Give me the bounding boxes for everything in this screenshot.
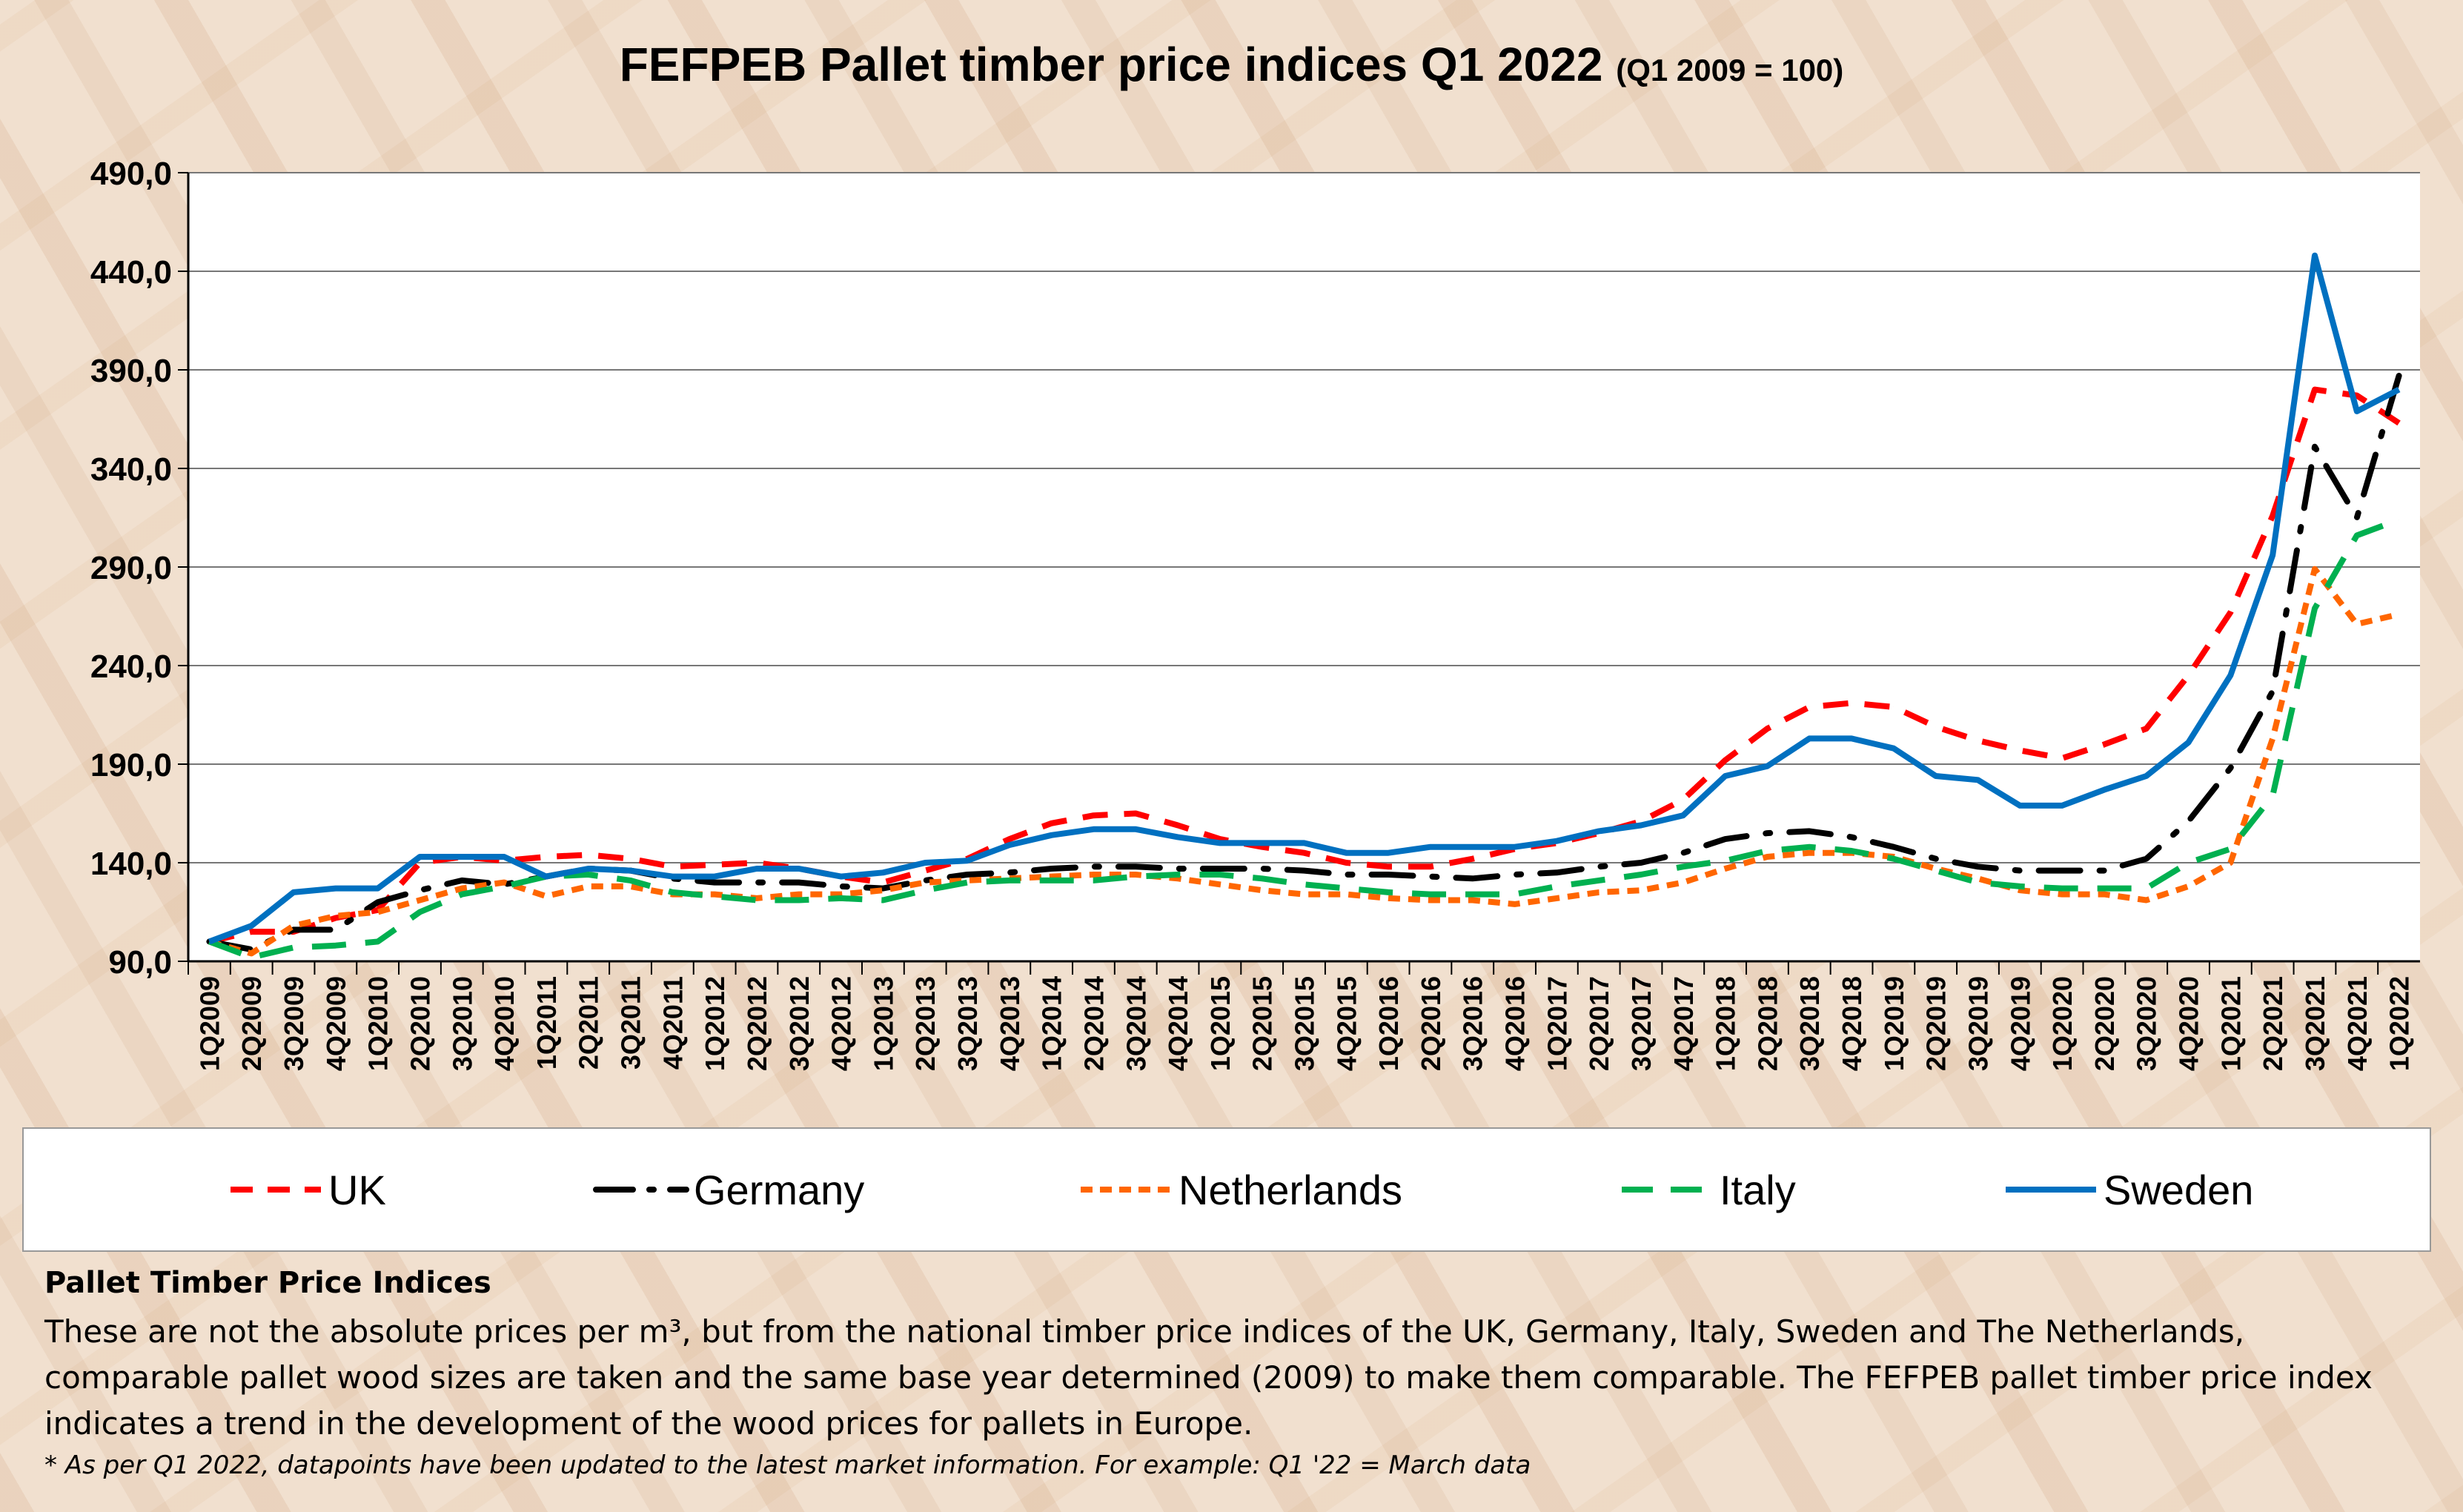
legend-swatch-netherlands [1081,1187,1171,1193]
x-tick-label: 4Q2015 [1331,976,1362,1071]
legend-item-sweden: Sweden [2003,1129,2253,1250]
notes-section: Pallet Timber Price Indices These are no… [44,1266,2416,1484]
chart-title-main: FEFPEB Pallet timber price indices Q1 20… [619,38,1603,91]
y-tick-label: 490,0 [90,156,172,192]
x-tick-label: 2Q2010 [405,976,435,1071]
x-tick-label: 1Q2017 [1542,976,1572,1071]
line-chart: 90,0 140,0 190,0 240,0 290,0 340,0 390,0 440,0 4… [90,156,2420,1071]
x-tick-label: 3Q2020 [2132,976,2162,1071]
x-tick-label: 3Q2016 [1458,976,1488,1071]
y-tick-label: 90,0 [108,944,172,981]
x-tick-label: 3Q2021 [2300,976,2330,1071]
legend: UK Germany Netherlands Italy Sweden [22,1127,2431,1252]
legend-swatch-italy [1622,1187,1712,1193]
legend-swatch-sweden [2006,1187,2096,1193]
x-tick-label: 3Q2011 [616,976,646,1070]
x-tick-label: 2Q2009 [236,976,267,1071]
gridlines [178,172,2420,975]
x-tick-label: 1Q2021 [2215,976,2246,1071]
x-tick-label: 2Q2020 [2089,976,2120,1071]
x-tick-label: 1Q2016 [1373,976,1404,1071]
x-tick-label: 4Q2018 [1837,976,1867,1071]
x-tick-label: 3Q2013 [952,976,983,1071]
x-tick-label: 4Q2009 [321,976,351,1071]
x-tick-label: 1Q2011 [531,976,562,1070]
y-tick-label: 290,0 [90,550,172,586]
x-tick-label: 4Q2010 [489,976,520,1071]
legend-label-italy: Italy [1720,1166,1796,1213]
y-tick-label: 340,0 [90,451,172,488]
x-tick-label: 4Q2021 [2342,976,2373,1071]
x-tick-label: 3Q2018 [1794,976,1825,1071]
legend-swatch-uk [231,1187,321,1193]
legend-label-sweden: Sweden [2104,1166,2254,1213]
x-tick-label: 4Q2011 [657,976,688,1070]
x-tick-label: 2Q2012 [742,976,772,1071]
x-tick-label: 2Q2019 [1921,976,1952,1071]
x-tick-label: 3Q2015 [1290,976,1320,1071]
legend-item-germany: Germany [593,1129,864,1250]
x-tick-label: 4Q2012 [826,976,857,1071]
x-tick-label: 2Q2013 [910,976,941,1071]
notes-footnote: * As per Q1 2022, datapoints have been u… [44,1450,1531,1480]
y-tick-label: 440,0 [90,254,172,291]
y-tick-label: 390,0 [90,353,172,389]
legend-label-germany: Germany [694,1166,865,1213]
y-tick-label: 140,0 [90,846,172,882]
x-tick-label: 2Q2016 [1416,976,1446,1071]
x-tick-label: 2Q2011 [574,976,604,1070]
legend-item-uk: UK [228,1129,386,1250]
x-tick-label: 2Q2018 [1752,976,1783,1071]
x-tick-label: 1Q2022 [2384,976,2415,1071]
x-tick-label: 3Q2012 [784,976,815,1071]
x-tick-label: 3Q2014 [1121,976,1151,1071]
legend-label-netherlands: Netherlands [1179,1166,1402,1213]
series-lines [206,252,2402,961]
chart-subtitle: (Q1 2009 = 100) [1616,53,1844,87]
notes-body: These are not the absolute prices per m³… [44,1313,2373,1442]
y-axis-ticks: 90,0 140,0 190,0 240,0 290,0 340,0 390,0 440,0 4… [90,156,172,981]
x-tick-label: 1Q2010 [363,976,394,1071]
x-tick-label: 3Q2009 [279,976,309,1071]
legend-item-italy: Italy [1619,1129,1796,1250]
x-tick-label: 1Q2020 [2047,976,2078,1071]
series-line-italy [208,517,2400,961]
x-tick-label: 1Q2019 [1879,976,1909,1071]
x-tick-label: 4Q2016 [1500,976,1531,1071]
x-tick-label: 2Q2021 [2258,976,2288,1071]
x-tick-label: 2Q2015 [1247,976,1278,1071]
x-tick-label: 1Q2009 [194,976,225,1071]
x-tick-label: 3Q2019 [1963,976,1993,1071]
notes-heading: Pallet Timber Price Indices [44,1266,491,1300]
y-tick-label: 190,0 [90,747,172,783]
legend-item-netherlands: Netherlands [1078,1129,1402,1250]
x-tick-label: 1Q2018 [1711,976,1741,1071]
legend-swatch-germany [593,1187,689,1193]
x-tick-label: 3Q2010 [447,976,477,1071]
x-tick-label: 4Q2017 [1668,976,1699,1071]
x-tick-label: 4Q2013 [995,976,1025,1071]
legend-label-uk: UK [328,1166,386,1213]
x-tick-label: 4Q2019 [2005,976,2035,1071]
series-line-netherlands [208,566,2400,957]
x-axis-ticks: 1Q2009 2Q2009 3Q2009 4Q2009 1Q2010 2Q2010 3Q20… [194,976,2414,1071]
y-tick-label: 240,0 [90,649,172,685]
x-tick-label: 4Q2020 [2174,976,2204,1071]
chart-title: FEFPEB Pallet timber price indices Q1 20… [0,37,2463,92]
x-tick-label: 2Q2014 [1078,976,1109,1071]
x-tick-label: 1Q2015 [1205,976,1236,1071]
x-tick-label: 3Q2017 [1626,976,1657,1071]
x-tick-label: 1Q2014 [1037,976,1067,1071]
x-tick-label: 4Q2014 [1163,976,1193,1071]
x-tick-label: 1Q2012 [700,976,730,1071]
x-tick-label: 2Q2017 [1584,976,1614,1071]
x-tick-label: 1Q2013 [868,976,898,1071]
